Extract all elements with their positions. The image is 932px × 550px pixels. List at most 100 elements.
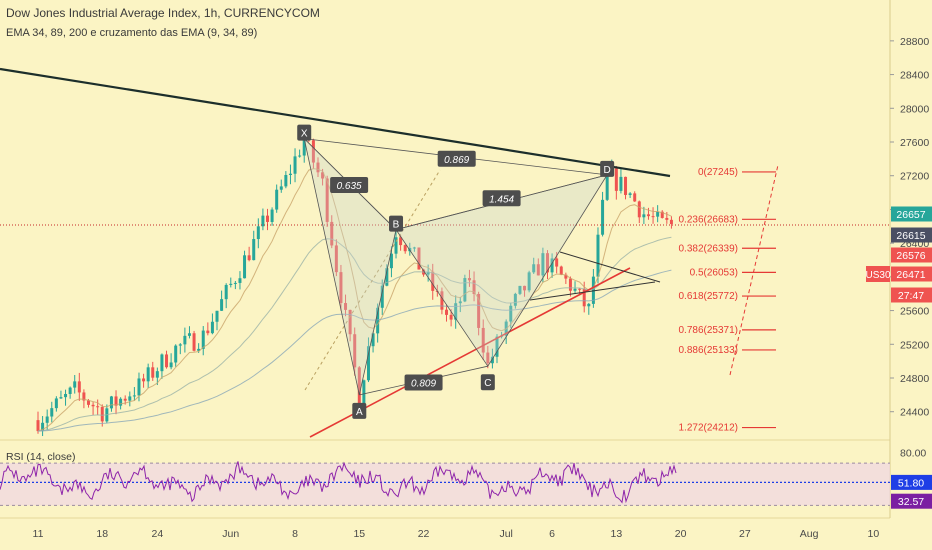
- pattern-ratio-label-box: [404, 374, 443, 391]
- x-tick-label: 8: [292, 528, 298, 540]
- candle-body: [128, 396, 132, 401]
- candle-body: [614, 168, 618, 191]
- candle-body: [210, 321, 214, 334]
- y-tick-label: 24800: [900, 373, 929, 385]
- pattern-ratio-label: 1.454: [489, 194, 514, 205]
- price-tag-label: 26471: [896, 269, 925, 281]
- y-tick-label: 27600: [900, 137, 929, 149]
- price-tag-label: 26615: [896, 230, 925, 242]
- candle-body: [114, 396, 118, 406]
- rsi-value-box: [891, 493, 932, 509]
- candle-body: [169, 362, 173, 368]
- candle-body: [86, 400, 90, 405]
- candle-body: [178, 344, 182, 346]
- candle-body: [165, 354, 169, 368]
- x-tick-label: 22: [418, 528, 430, 540]
- grid: [0, 0, 891, 519]
- price-tag-label: 26657: [896, 209, 925, 221]
- price-tag-box: [891, 287, 932, 303]
- price-tag-box: [891, 206, 932, 222]
- fib-level-label: 0.618(25772): [679, 291, 739, 302]
- candle-body: [550, 258, 554, 273]
- candle-body: [36, 420, 40, 432]
- pattern-point-b: B: [393, 220, 400, 231]
- candle-body: [96, 406, 100, 408]
- candle-body: [224, 284, 228, 300]
- candle-body: [605, 170, 609, 200]
- candle-body: [477, 293, 481, 328]
- x-tick-label: 24: [151, 528, 163, 540]
- candle-body: [155, 371, 159, 378]
- pattern-point-c: C: [484, 378, 491, 389]
- candle-body: [454, 303, 458, 320]
- pattern-point-b-box: [389, 215, 404, 232]
- candle-body: [353, 334, 357, 368]
- candle-body: [619, 176, 623, 191]
- candle-body: [458, 301, 462, 304]
- candle-body: [532, 264, 536, 273]
- y-tick-label: 24400: [900, 407, 929, 419]
- x-tick-label: Jun: [222, 528, 239, 540]
- rsi-value-label: 32.57: [898, 496, 924, 508]
- candle-body: [174, 345, 178, 363]
- candle-body: [357, 367, 361, 406]
- rsi-line: [0, 461, 677, 504]
- candle-body: [279, 186, 283, 190]
- rsi-band: [0, 463, 890, 506]
- rsi-title: RSI (14, close): [6, 451, 76, 463]
- candle-body: [624, 176, 628, 195]
- candle-body: [123, 398, 127, 401]
- candle-body: [536, 264, 540, 276]
- pattern-point-x-box: [297, 124, 312, 141]
- candle-body: [366, 346, 370, 381]
- candle-body: [109, 396, 113, 409]
- rsi-tick-label: 80.00: [900, 448, 926, 460]
- candle-body: [45, 416, 49, 423]
- candle-body: [564, 274, 568, 279]
- projection-line: [304, 169, 441, 391]
- candle-body: [183, 335, 187, 345]
- candle-body: [660, 211, 664, 218]
- candle-body: [481, 327, 485, 353]
- y-tick-label: 28400: [900, 70, 929, 82]
- channel-line: [529, 281, 656, 301]
- indicator-title: EMA 34, 89, 200 e cruzamento das EMA (9,…: [6, 27, 258, 39]
- candle-body: [311, 140, 315, 163]
- fib-levels: 0(27245) 0.236(26683) 0.382(26339) 0.5(2605…: [679, 167, 776, 434]
- candle-body: [100, 406, 104, 422]
- y-tick-label: 28800: [900, 36, 929, 48]
- candle-body: [633, 193, 637, 202]
- candle-body: [518, 285, 522, 294]
- candle-body: [252, 239, 256, 261]
- candle-body: [220, 299, 224, 311]
- x-tick-label: Jul: [499, 528, 512, 540]
- candle-body: [344, 303, 348, 310]
- candle-body: [321, 172, 325, 179]
- fib-level-label: 0(27245): [698, 167, 738, 178]
- candle-body: [380, 285, 384, 308]
- x-tick-label: 6: [549, 528, 555, 540]
- time-axis: 11 18 24 Jun 8 15 22 Jul 6 13 20 27 Aug 10: [33, 528, 880, 540]
- candle-body: [587, 303, 591, 307]
- candle-body: [601, 199, 605, 235]
- candle-body: [142, 378, 146, 382]
- pattern-point-d-box: [600, 160, 615, 177]
- candle-body: [243, 255, 247, 279]
- candle-body: [440, 291, 444, 310]
- candle-body: [559, 266, 563, 275]
- fib-level-label: 0.382(26339): [679, 243, 739, 254]
- candle-body: [527, 272, 531, 291]
- pattern-point-x: X: [301, 129, 308, 140]
- y-tick-label: 25200: [900, 339, 929, 351]
- candle-body: [665, 217, 669, 220]
- x-tick-label: 15: [353, 528, 365, 540]
- harmonic-pattern: X A B C D 0.869 0.635 1.454 0.809: [297, 124, 615, 419]
- candle-body: [545, 253, 549, 273]
- candle-body: [334, 245, 338, 273]
- candle-body: [578, 288, 582, 290]
- candle-body: [275, 189, 279, 210]
- x-tick-label: 20: [675, 528, 687, 540]
- candle-body: [426, 271, 430, 275]
- candle-body: [293, 156, 297, 174]
